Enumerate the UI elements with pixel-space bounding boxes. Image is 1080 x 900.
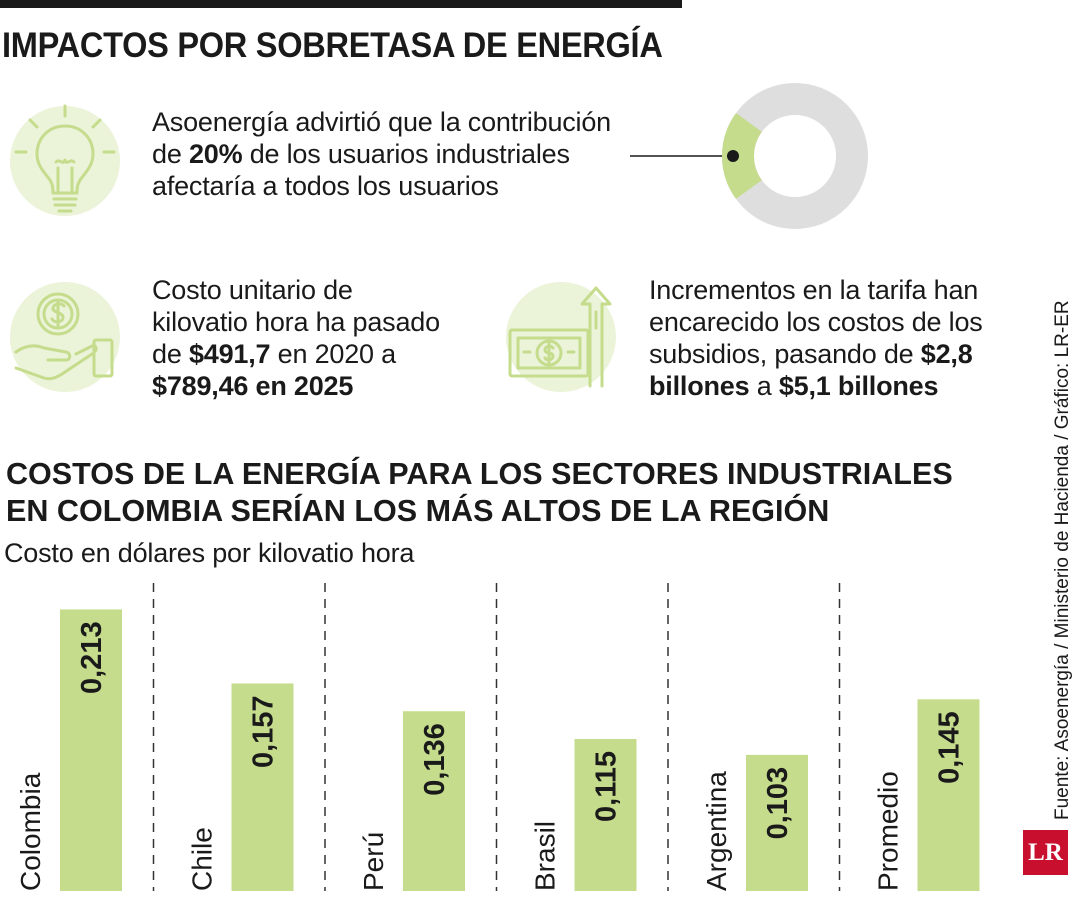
bar-promedio (917, 699, 980, 891)
category-label: Chile (187, 827, 218, 891)
fact2-value-to: $789,46 en 2025 (152, 371, 354, 401)
hand-coin-icon (14, 292, 114, 381)
fact2-line3-post: en 2020 a (270, 339, 397, 369)
value-label: 0,213 (76, 621, 108, 694)
money-arrow-icon (508, 286, 612, 388)
fact3-value-from-unit: billones (649, 371, 750, 401)
category-label: Promedio (873, 771, 904, 891)
fact-subsidies-text: Incrementos en la tarifa han encarecido … (649, 274, 1029, 402)
bar-argentina (746, 754, 808, 891)
fact3-value-from: $2,8 (920, 339, 973, 369)
fact2-line1: Costo unitario de (152, 275, 353, 305)
category-label: Brasil (530, 821, 561, 891)
lightbulb-icon (14, 104, 116, 213)
bar-colombia (60, 609, 122, 891)
chart-title: COSTOS DE LA ENERGÍA PARA LOS SECTORES I… (6, 456, 953, 528)
bar-perú (403, 711, 465, 891)
fact-kwh-cost-text: Costo unitario de kilovatio hora ha pasa… (152, 274, 512, 402)
fact3-connector: a (749, 371, 779, 401)
category-label: Colombia (15, 772, 46, 891)
fact3-line1: Incrementos en la tarifa han (649, 275, 979, 305)
page-title: IMPACTOS POR SOBRETASA DE ENERGÍA (2, 26, 663, 65)
fact-contribution-text: Asoenergía advirtió que la contribución … (152, 106, 672, 202)
fact1-highlight: 20% (188, 139, 243, 169)
fact2-line3-pre: de (152, 339, 189, 369)
fact2-value-from: $491,7 (188, 339, 271, 369)
lr-logo: LR (1023, 830, 1068, 875)
fact2-line2: kilovatio hora ha pasado (152, 307, 440, 337)
source-note: Fuente: Asoenergía / Ministerio de Hacie… (1052, 300, 1073, 820)
lr-logo-text: LR (1028, 839, 1063, 866)
bar-brasil (574, 738, 637, 891)
fact3-line3: subsidios, pasando de $2,8 (649, 338, 1029, 370)
fact1-line2-post: de los usuarios industriales (242, 139, 570, 169)
value-label: 0,157 (248, 695, 280, 768)
fact2-line4: $789,46 en 2025 (152, 370, 512, 402)
contribution-donut (630, 82, 868, 229)
chart-subtitle: Costo en dólares por kilovatio hora (4, 538, 415, 568)
fact1-line2-pre: de (152, 139, 189, 169)
bar-chile (231, 683, 294, 891)
fact3-line3-pre: subsidios, pasando de (649, 339, 921, 369)
fact1-line3: afectaría a todos los usuarios (152, 171, 499, 201)
fact2-line3: de $491,7 en 2020 a (152, 338, 512, 370)
fact3-line2: encarecido los costos de los (649, 307, 983, 337)
value-label: 0,145 (934, 711, 966, 784)
fact1-line1: Asoenergía advirtió que la contribución (152, 107, 611, 137)
top-rule (0, 0, 682, 8)
value-label: 0,103 (762, 767, 794, 840)
fact3-line4: billones a $5,1 billones (649, 370, 1029, 402)
bar-chart: 0,213 Colombia 0,157 Chile 0,136 Perú 0,115 Bra… (15, 583, 980, 891)
value-label: 0,136 (419, 723, 451, 796)
category-label: Argentina (701, 771, 732, 891)
value-label: 0,115 (591, 751, 623, 822)
category-label: Perú (358, 832, 389, 891)
fact3-value-to: $5,1 billones (778, 371, 939, 401)
fact1-line2: de 20% de los usuarios industriales (152, 138, 672, 170)
